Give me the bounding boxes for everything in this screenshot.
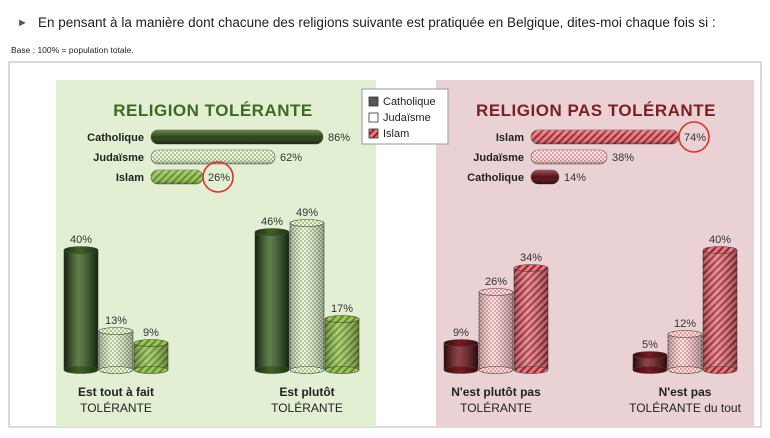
bar-est-tout-a-fait-judaisme-cap [98, 327, 134, 335]
bar-est-tout-a-fait-islam-value-label: 9% [143, 327, 159, 339]
bar-est-tout-a-fait-judaisme-value-label: 13% [105, 315, 127, 327]
bar-est-plutot-islam-shade [325, 319, 359, 370]
category-label-line2-n-est-pas: TOLÉRANTE du tout [629, 400, 741, 415]
bar-est-plutot-catholique-cap [254, 228, 290, 236]
bar-n-est-plutot-pas-judaisme-value-label: 26% [485, 276, 507, 288]
not-tolerant-category-label-islam: Islam [496, 132, 524, 144]
not-tolerant-category-label-catholique: Catholique [467, 172, 524, 184]
not-tolerant-category-label-judaisme: Judaïsme [473, 152, 524, 164]
bar-n-est-pas-catholique-cap [632, 351, 668, 359]
not-tolerant-value-label-catholique: 14% [564, 172, 586, 184]
legend: Catholique Judaïsme Islam [361, 88, 449, 145]
tolerant-category-label-catholique: Catholique [87, 132, 144, 144]
tolerant-bar-shade-catholique [151, 130, 323, 144]
legend-label-judaisme: Judaïsme [383, 112, 431, 124]
bar-est-plutot-judaisme-cap [289, 219, 325, 227]
bar-est-plutot-catholique-shade [255, 232, 289, 370]
bar-n-est-plutot-pas-catholique-cap [443, 339, 479, 347]
base-note: Base : 100% = population totale. [11, 45, 134, 55]
legend-swatch-catholique [368, 96, 379, 107]
bar-n-est-pas-judaisme-cap [667, 330, 703, 338]
bar-est-tout-a-fait-catholique-value-label: 40% [70, 234, 92, 246]
not-tolerant-highlight-circle [678, 121, 710, 153]
not-tolerant-bar-shade-judaisme [531, 150, 607, 164]
bar-est-plutot-islam-value-label: 17% [331, 303, 353, 315]
bar-n-est-pas-catholique-value-label: 5% [642, 339, 658, 351]
bar-n-est-plutot-pas-catholique-base [443, 366, 479, 374]
tolerant-category-label-judaisme: Judaïsme [93, 152, 144, 164]
bar-n-est-plutot-pas-catholique-shade [444, 343, 478, 370]
not-tolerant-bars: Islam 74% Judaïsme 38% Catholique 14% [467, 121, 710, 185]
not-tolerant-bar-shade-catholique [531, 170, 559, 184]
bar-est-plutot-islam-base [324, 366, 360, 374]
bar-est-tout-a-fait-judaisme-base [98, 366, 134, 374]
not-tolerant-value-label-islam: 74% [684, 132, 706, 144]
tolerance-level-bars: 40% 13% 9% 46% 49% 17% 9% 26% 34% 5% 12% 40% [63, 207, 738, 374]
tolerant-category-label-islam: Islam [116, 172, 144, 184]
bar-n-est-plutot-pas-islam-base [513, 366, 549, 374]
bar-n-est-plutot-pas-judaisme-cap [478, 288, 514, 296]
bar-n-est-plutot-pas-islam-value-label: 34% [520, 252, 542, 264]
bar-est-tout-a-fait-judaisme-shade [99, 331, 133, 370]
bar-est-tout-a-fait-islam-shade [134, 343, 168, 370]
bar-n-est-plutot-pas-judaisme-shade [479, 292, 513, 370]
bar-est-plutot-judaisme-shade [290, 223, 324, 370]
bar-n-est-plutot-pas-judaisme-base [478, 366, 514, 374]
legend-label-islam: Islam [383, 128, 409, 140]
bar-est-plutot-judaisme-base [289, 366, 325, 374]
bar-n-est-pas-judaisme-shade [668, 334, 702, 370]
header-arrow: ► [17, 17, 28, 29]
tolerant-value-label-judaisme: 62% [280, 152, 302, 164]
bar-est-tout-a-fait-catholique-cap [63, 246, 99, 254]
bar-n-est-plutot-pas-islam-cap [513, 264, 549, 272]
bar-n-est-pas-islam-shade [703, 250, 737, 370]
category-label-line1-n-est-pas: N'est pas [659, 385, 712, 399]
category-label-line1-est-plutot: Est plutôt [279, 385, 334, 399]
bar-est-plutot-judaisme-value-label: 49% [296, 207, 318, 219]
legend-label-catholique: Catholique [383, 96, 436, 108]
category-label-line2-n-est-plutot-pas: TOLÉRANTE [460, 400, 532, 415]
bar-n-est-pas-judaisme-value-label: 12% [674, 318, 696, 330]
category-label-line2-est-tout-a-fait: TOLÉRANTE [80, 400, 152, 415]
bar-est-plutot-catholique-base [254, 366, 290, 374]
bar-n-est-pas-catholique-shade [633, 355, 667, 370]
tolerant-value-label-catholique: 86% [328, 132, 350, 144]
bar-n-est-pas-catholique-base [632, 366, 668, 374]
bar-est-plutot-islam-cap [324, 315, 360, 323]
left-panel-title: RELIGION TOLÉRANTE [113, 101, 312, 120]
tolerant-bar-shade-judaisme [151, 150, 275, 164]
category-label-line1-n-est-plutot-pas: N'est plutôt pas [451, 385, 541, 399]
tolerant-value-label-islam: 26% [208, 172, 230, 184]
bar-est-tout-a-fait-catholique-shade [64, 250, 98, 370]
tolerant-highlight-circle [202, 161, 234, 193]
category-label-line1-est-tout-a-fait: Est tout à fait [78, 385, 154, 399]
bar-n-est-pas-islam-cap [702, 246, 738, 254]
bar-n-est-plutot-pas-islam-shade [514, 268, 548, 370]
right-panel-title: RELIGION PAS TOLÉRANTE [476, 101, 716, 120]
bar-n-est-pas-islam-base [702, 366, 738, 374]
bar-est-plutot-catholique-value-label: 46% [261, 216, 283, 228]
category-label-line2-est-plutot: TOLÉRANTE [271, 400, 343, 415]
question-text: En pensant à la manière dont chacune des… [38, 15, 716, 30]
legend-swatch-judaisme [368, 112, 379, 123]
tolerant-bar-shade-islam [151, 170, 203, 184]
legend-swatch-islam [368, 128, 379, 139]
bar-est-tout-a-fait-catholique-base [63, 366, 99, 374]
bar-n-est-pas-judaisme-base [667, 366, 703, 374]
tolerant-bars: Catholique 86% Judaïsme 62% Islam 26% [87, 129, 350, 193]
bar-n-est-plutot-pas-catholique-value-label: 9% [453, 327, 469, 339]
not-tolerant-bar-shade-islam [531, 130, 679, 144]
not-tolerant-value-label-judaisme: 38% [612, 152, 634, 164]
bar-n-est-pas-islam-value-label: 40% [709, 234, 731, 246]
bar-est-tout-a-fait-islam-base [133, 366, 169, 374]
bar-est-tout-a-fait-islam-cap [133, 339, 169, 347]
